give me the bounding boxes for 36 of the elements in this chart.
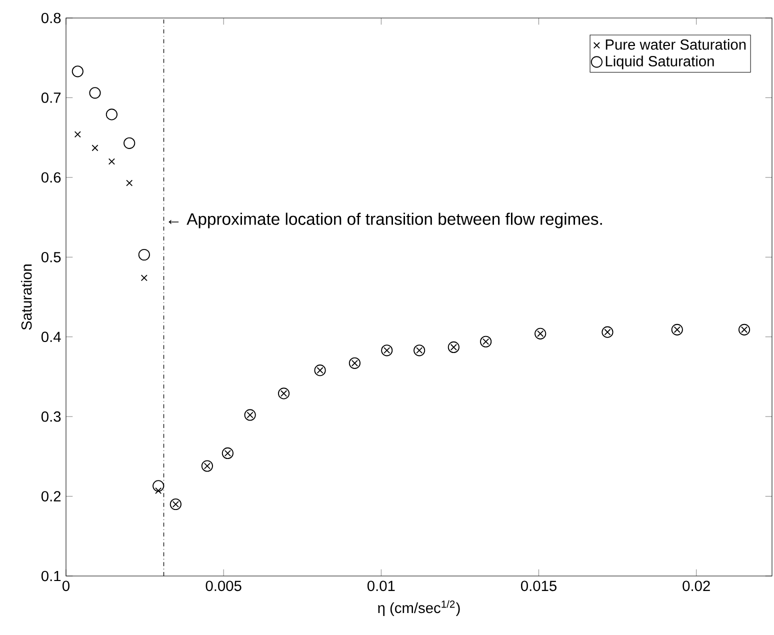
y-tick-label: 0.3 <box>41 411 61 422</box>
point <box>348 357 361 369</box>
point <box>74 131 81 138</box>
ref-line-label: ← Approximate location of transition between flow regimes. <box>168 212 602 228</box>
y-tick-label: 0.4 <box>41 332 61 342</box>
point <box>126 180 133 186</box>
point <box>108 158 115 165</box>
y-axis-title: Saturation <box>20 264 32 330</box>
legend-label: Liquid Saturation <box>606 56 714 70</box>
x-tick-label: 0.01 <box>367 580 395 592</box>
point <box>152 480 164 492</box>
point <box>480 336 492 348</box>
y-tick-label: 0.1 <box>41 570 61 582</box>
y-tick-label: 0.5 <box>41 252 61 262</box>
x-axis-title: η (cm/sec$^{1/2}$) <box>378 600 460 616</box>
point <box>124 137 136 149</box>
y-tick-label: 0.2 <box>41 491 61 502</box>
point <box>671 324 683 336</box>
x-tick-label: 0 <box>62 580 70 592</box>
y-tick-label: 0.8 <box>41 12 61 24</box>
point <box>155 487 162 494</box>
x-tick-label: 0.005 <box>206 580 242 592</box>
point <box>106 108 118 120</box>
x-tick-label: 0.02 <box>682 580 710 592</box>
point <box>92 144 98 152</box>
y-tick-label: 0.7 <box>41 92 61 103</box>
point <box>170 498 182 510</box>
point <box>138 248 150 261</box>
point <box>738 324 750 336</box>
point <box>89 87 101 99</box>
point <box>140 274 148 282</box>
legend-label: Pure water Saturation <box>606 39 746 50</box>
point <box>244 409 256 421</box>
point <box>72 66 84 78</box>
y-tick-label: 0.6 <box>41 172 61 183</box>
x-tick-label: 0.015 <box>520 580 556 592</box>
